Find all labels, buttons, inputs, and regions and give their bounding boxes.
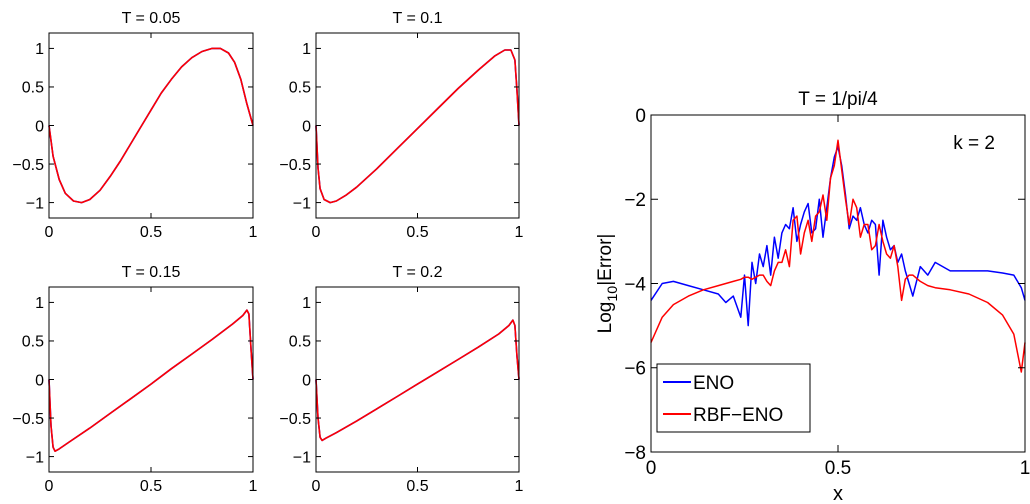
legend-label: RBF−ENO [693,405,783,426]
subplot-3: 0 0.5 1 −1 −0.5 0 0.5 1 T = 0.15 [12,264,257,495]
x-tick-label: 0 [312,478,321,495]
series-line-2 [315,49,520,204]
x-tick-label: 0.5 [140,478,162,495]
series-line-1 [315,319,520,442]
y-tick-label: 0 [35,118,44,135]
y-tick-label: −0.5 [12,157,44,174]
y-tick-label: 0.5 [289,334,311,351]
y-tick-label: 1 [35,41,44,58]
x-axis-label: x [833,483,843,504]
legend: ENO RBF−ENO [656,363,811,433]
x-tick-label: 0.5 [406,224,428,241]
y-tick-label: −1 [293,195,311,212]
series-line-1 [315,49,520,204]
y-tick-label: −8 [624,443,646,464]
x-tick-label: 1 [1020,458,1030,479]
y-tick-label: 1 [302,41,311,58]
chart-title: T = 1/pi/4 [798,89,878,110]
x-tick-label: 0 [45,224,54,241]
x-tick-label: 0 [646,458,657,479]
y-tick-label: 0.5 [22,80,44,97]
subplot-2: 0 0.5 1 −1 −0.5 0 0.5 1 T = 0.1 [279,10,523,241]
x-tick-label: 0 [312,224,321,241]
y-tick-label: 0 [635,106,646,127]
y-tick-label: −1 [26,195,44,212]
y-tick-label: 0.5 [289,80,311,97]
y-tick-label: 0 [302,118,311,135]
x-tick-label: 1 [249,478,258,495]
x-tick-label: 0.5 [406,478,428,495]
series-line-2 [48,309,254,453]
y-tick-label: −1 [26,449,44,466]
y-tick-label: −1 [293,449,311,466]
axes-box [48,32,254,219]
subplot-5: 0 0.5 1 −8 −6 −4 −2 0 T = 1/pi/4 x Log10|Error| k =… [595,89,1030,504]
y-tick-label: −4 [624,274,646,295]
x-tick-label: 0.5 [140,224,162,241]
y-axis-label: Log10|Error| [595,234,621,334]
y-tick-label: −0.5 [12,411,44,428]
x-tick-label: 1 [515,478,524,495]
series-line-eno [650,145,1026,327]
legend-label: ENO [693,373,734,394]
series-line-rbf-eno [650,139,1026,373]
y-tick-label: 1 [302,295,311,312]
subplot-1: 0 0.5 1 −1 −0.5 0 0.5 1 T = 0.05 [12,10,257,241]
legend-box [656,363,811,433]
y-tick-label: 0 [302,372,311,389]
chart-title: T = 0.05 [122,10,181,27]
series-line-1 [48,47,254,204]
y-tick-label: 0 [35,372,44,389]
axes-box [315,286,520,473]
y-tick-label: −2 [624,190,646,211]
x-tick-label: 1 [515,224,524,241]
y-tick-label: 0.5 [22,334,44,351]
y-tick-label: −6 [624,359,646,380]
x-tick-label: 1 [249,224,258,241]
annotation-label: k = 2 [953,133,995,154]
chart-title: T = 0.15 [122,264,181,281]
axes-box [48,286,254,473]
x-tick-label: 0.5 [825,458,851,479]
y-tick-label: −0.5 [279,157,311,174]
subplot-4: 0 0.5 1 −1 −0.5 0 0.5 1 T = 0.2 [279,264,523,495]
chart-title: T = 0.2 [393,264,443,281]
y-tick-label: −0.5 [279,411,311,428]
series-line-2 [315,319,520,442]
y-tick-label: 1 [35,295,44,312]
series-line-2 [48,47,254,204]
chart-title: T = 0.1 [393,10,443,27]
x-tick-label: 0 [45,478,54,495]
